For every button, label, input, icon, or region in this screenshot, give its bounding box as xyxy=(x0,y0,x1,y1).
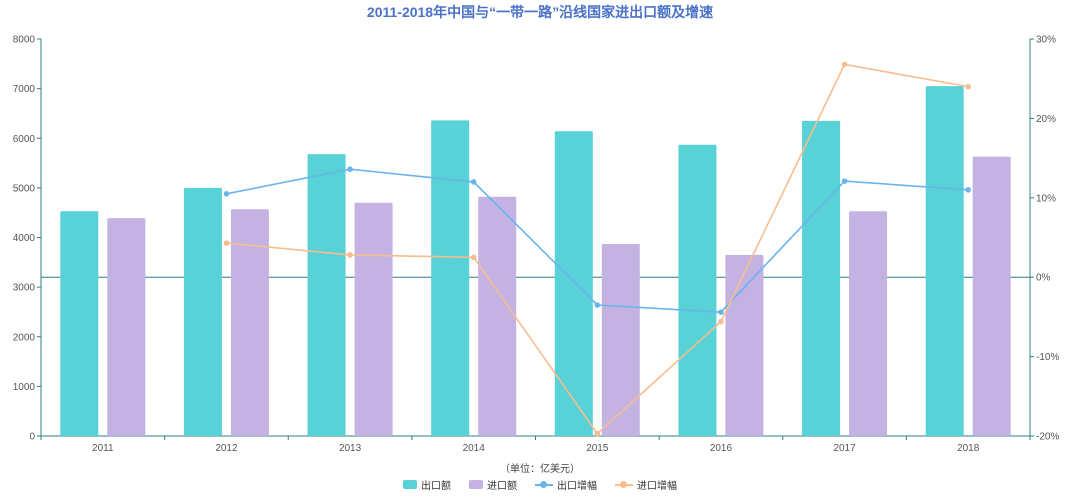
y-right-tick-label: 0% xyxy=(1036,273,1051,284)
export-bar xyxy=(431,120,470,436)
x-tick-label: 2015 xyxy=(586,443,609,454)
y-right-tick-label: 30% xyxy=(1036,35,1056,46)
y-right-tick-label: -10% xyxy=(1036,352,1059,363)
x-tick-label: 2016 xyxy=(710,443,733,454)
legend-import[interactable]: 进口额 xyxy=(469,477,517,492)
y-left-tick-label: 5000 xyxy=(13,183,36,194)
legend-export-growth-label: 出口增幅 xyxy=(557,481,597,492)
import-growth-point xyxy=(470,254,477,261)
import-bar xyxy=(972,156,1011,436)
import-growth-point xyxy=(594,430,601,437)
x-tick-label: 2013 xyxy=(339,443,362,454)
export-growth-point xyxy=(347,166,353,173)
y-left-tick-label: 8000 xyxy=(13,35,36,46)
export-growth-point xyxy=(841,178,848,184)
x-tick-label: 2011 xyxy=(92,443,114,454)
legend-export-label: 出口额 xyxy=(421,481,451,492)
legend-export-swatch xyxy=(403,480,417,489)
y-left-tick-label: 4000 xyxy=(13,233,36,244)
chart-title: 2011-2018年中国与“一带一路”沿线国家进出口额及增速 xyxy=(366,4,714,20)
import-bar xyxy=(601,243,640,436)
import-bar xyxy=(107,218,146,436)
export-growth-point xyxy=(223,191,230,197)
export-bar xyxy=(60,211,99,436)
legend-import-growth[interactable]: 进口增幅 xyxy=(615,477,677,492)
export-bar xyxy=(554,131,593,437)
y-left-tick-label: 1000 xyxy=(13,382,36,393)
export-growth-point xyxy=(718,309,724,315)
y-left-tick-label: 6000 xyxy=(13,134,36,145)
legend-export[interactable]: 出口额 xyxy=(403,477,451,492)
y-left-tick-label: 7000 xyxy=(13,84,36,95)
import-growth-point xyxy=(841,61,848,68)
import-bar xyxy=(725,254,764,436)
y-right-tick-label: 10% xyxy=(1036,193,1056,204)
y-right-tick-label: 20% xyxy=(1036,114,1056,125)
legend-import-growth-label: 进口增幅 xyxy=(637,481,677,492)
import-bar xyxy=(230,209,269,436)
y-left-tick-label: 3000 xyxy=(13,283,36,294)
legend-export-growth-swatch xyxy=(535,480,553,489)
legend: 出口额 进口额 出口增幅 进口增幅 xyxy=(0,477,1080,492)
import-bar xyxy=(849,211,888,436)
export-growth-point xyxy=(470,179,477,185)
import-growth-point xyxy=(223,240,230,246)
export-growth-point xyxy=(594,302,601,308)
legend-export-growth[interactable]: 出口增幅 xyxy=(535,477,597,492)
export-growth-point xyxy=(965,187,971,193)
import-bar xyxy=(354,202,393,436)
x-tick-label: 2017 xyxy=(833,443,856,454)
import-growth-point xyxy=(347,252,353,258)
y-left-tick-label: 0 xyxy=(29,432,35,443)
legend-import-label: 进口额 xyxy=(487,481,517,492)
unit-label: （单位：亿美元） xyxy=(500,464,580,475)
x-tick-label: 2012 xyxy=(215,443,238,454)
x-tick-label: 2014 xyxy=(463,443,486,454)
y-left-tick-label: 2000 xyxy=(13,332,36,343)
export-bar xyxy=(802,120,841,436)
export-bar xyxy=(307,154,346,436)
export-bar xyxy=(183,187,222,436)
export-bar xyxy=(925,86,964,437)
legend-import-swatch xyxy=(469,480,483,489)
legend-import-growth-swatch xyxy=(615,480,633,489)
export-bar xyxy=(678,144,717,437)
import-growth-point xyxy=(718,318,724,325)
import-bar xyxy=(478,196,517,436)
x-tick-label: 2018 xyxy=(957,443,980,454)
import-growth-point xyxy=(965,83,971,90)
y-right-tick-label: -20% xyxy=(1036,432,1059,443)
combo-chart: 0 1000 2000 3000 4000 5000 6000 7000 8000 -20% -10… xyxy=(13,35,1060,455)
